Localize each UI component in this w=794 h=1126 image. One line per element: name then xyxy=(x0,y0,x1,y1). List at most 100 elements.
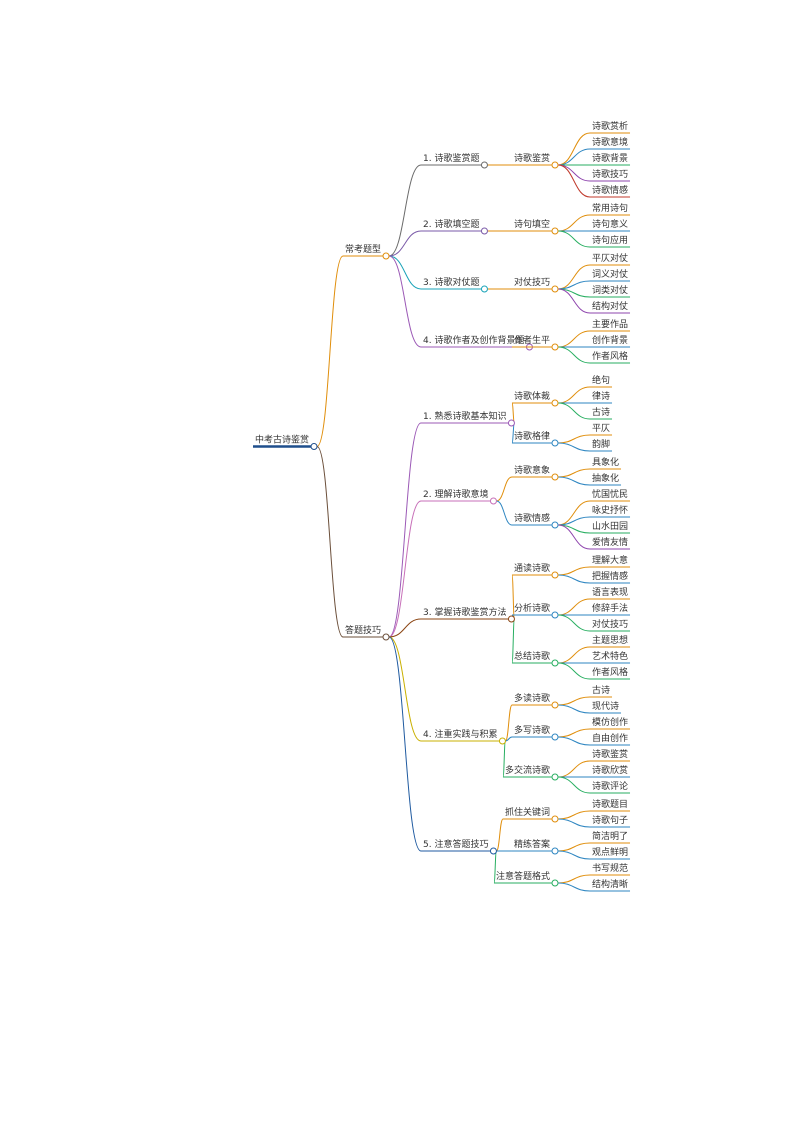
leaf-label: 山水田园 xyxy=(592,520,628,532)
edge xyxy=(557,346,591,364)
leaf-label: 爱情友情 xyxy=(592,536,628,548)
edge xyxy=(557,874,591,884)
leaf-label: 修辞手法 xyxy=(592,602,628,614)
leaf-label: 诗歌意境 xyxy=(592,136,628,148)
leaf-label: 词类对仗 xyxy=(592,284,628,296)
node-dot xyxy=(551,227,559,235)
leaf-label: 抽象化 xyxy=(592,472,619,484)
topic-label: 4. 注重实践与积累 xyxy=(423,728,497,740)
edge xyxy=(557,214,591,232)
leaf-label: 诗歌欣赏 xyxy=(592,764,628,776)
topic-label: 分析诗歌 xyxy=(514,602,550,614)
node-dot xyxy=(551,847,559,855)
topic-label: 诗句填空 xyxy=(514,218,550,230)
node-dot xyxy=(551,733,559,741)
edge xyxy=(496,500,513,526)
edge xyxy=(557,442,591,452)
leaf-label: 创作背景 xyxy=(592,334,628,346)
node-dot xyxy=(507,419,515,427)
node-dot xyxy=(382,633,390,641)
edge xyxy=(557,132,591,166)
leaf-label: 诗歌背景 xyxy=(592,152,628,164)
edge xyxy=(388,500,422,638)
leaf-label: 对仗技巧 xyxy=(592,618,628,630)
topic-label: 抓住关键词 xyxy=(505,806,550,818)
edge xyxy=(316,446,344,638)
leaf-label: 作者风格 xyxy=(592,666,628,678)
node-dot xyxy=(551,701,559,709)
leaf-label: 书写规范 xyxy=(592,862,628,874)
edge xyxy=(557,850,591,860)
edge xyxy=(557,736,591,746)
edge xyxy=(557,164,591,182)
leaf-label: 诗歌赏析 xyxy=(592,120,628,132)
edge xyxy=(505,736,513,742)
node-dot xyxy=(551,611,559,619)
node-dot xyxy=(551,161,559,169)
leaf-label: 结构对仗 xyxy=(592,300,628,312)
leaf-label: 具象化 xyxy=(592,456,619,468)
edge xyxy=(557,704,591,714)
node-dot xyxy=(489,847,497,855)
leaf-label: 艺术特色 xyxy=(592,650,628,662)
topic-label: 常考题型 xyxy=(345,243,381,255)
leaf-label: 诗句意义 xyxy=(592,218,628,230)
node-dot xyxy=(551,285,559,293)
topic-label: 多写诗歌 xyxy=(514,724,550,736)
leaf-label: 忧国忧民 xyxy=(592,488,628,500)
topic-label: 精练答案 xyxy=(514,838,550,850)
node-dot xyxy=(480,285,488,293)
edge xyxy=(557,696,591,706)
edge xyxy=(557,288,591,314)
leaf-label: 简洁明了 xyxy=(592,830,628,842)
edge xyxy=(557,476,591,486)
leaf-label: 古诗 xyxy=(592,406,610,418)
edge xyxy=(388,618,422,638)
topic-label: 总结诗歌 xyxy=(514,650,550,662)
topic-label: 2. 理解诗歌意境 xyxy=(423,488,488,500)
leaf-label: 现代诗 xyxy=(592,701,619,712)
topic-label: 通读诗歌 xyxy=(514,562,550,574)
topic-label: 多交流诗歌 xyxy=(505,764,550,776)
node-dot xyxy=(507,615,515,623)
edge xyxy=(557,524,591,550)
leaf-label: 平仄 xyxy=(592,423,610,434)
edge xyxy=(557,574,591,584)
node-dot xyxy=(310,443,318,450)
node-dot xyxy=(480,227,488,235)
leaf-label: 自由创作 xyxy=(592,732,628,744)
node-dot xyxy=(489,497,497,505)
topic-label: 诗歌情感 xyxy=(514,512,550,524)
leaf-label: 把握情感 xyxy=(592,570,628,582)
leaf-label: 主要作品 xyxy=(592,318,628,330)
edge xyxy=(388,636,422,742)
leaf-label: 绝句 xyxy=(592,374,610,386)
leaf-label: 主题思想 xyxy=(592,634,628,646)
topic-label: 1. 熟悉诗歌基本知识 xyxy=(423,410,506,422)
leaf-label: 咏史抒怀 xyxy=(592,504,628,516)
edge xyxy=(557,818,591,828)
edge xyxy=(388,255,422,290)
edge xyxy=(557,882,591,892)
topic-label: 对仗技巧 xyxy=(514,276,550,288)
leaf-label: 诗歌句子 xyxy=(592,814,628,826)
leaf-label: 诗歌题目 xyxy=(592,798,628,810)
root-label: 中考古诗鉴赏 xyxy=(255,434,309,446)
leaf-label: 词义对仗 xyxy=(592,268,628,280)
topic-label: 诗歌鉴赏 xyxy=(514,152,550,164)
leaf-label: 诗歌技巧 xyxy=(592,168,628,180)
edge xyxy=(557,662,591,680)
topic-label: 诗歌意象 xyxy=(514,464,550,476)
edge xyxy=(495,818,504,852)
edge xyxy=(557,776,591,794)
node-dot xyxy=(382,252,390,260)
node-dot xyxy=(498,737,506,745)
topic-label: 5. 注意答题技巧 xyxy=(423,838,488,850)
node-dot xyxy=(480,161,488,169)
node-dot xyxy=(551,439,559,447)
edge xyxy=(316,255,344,447)
edge xyxy=(557,164,591,198)
node-dot xyxy=(551,343,559,351)
edge xyxy=(388,164,422,257)
